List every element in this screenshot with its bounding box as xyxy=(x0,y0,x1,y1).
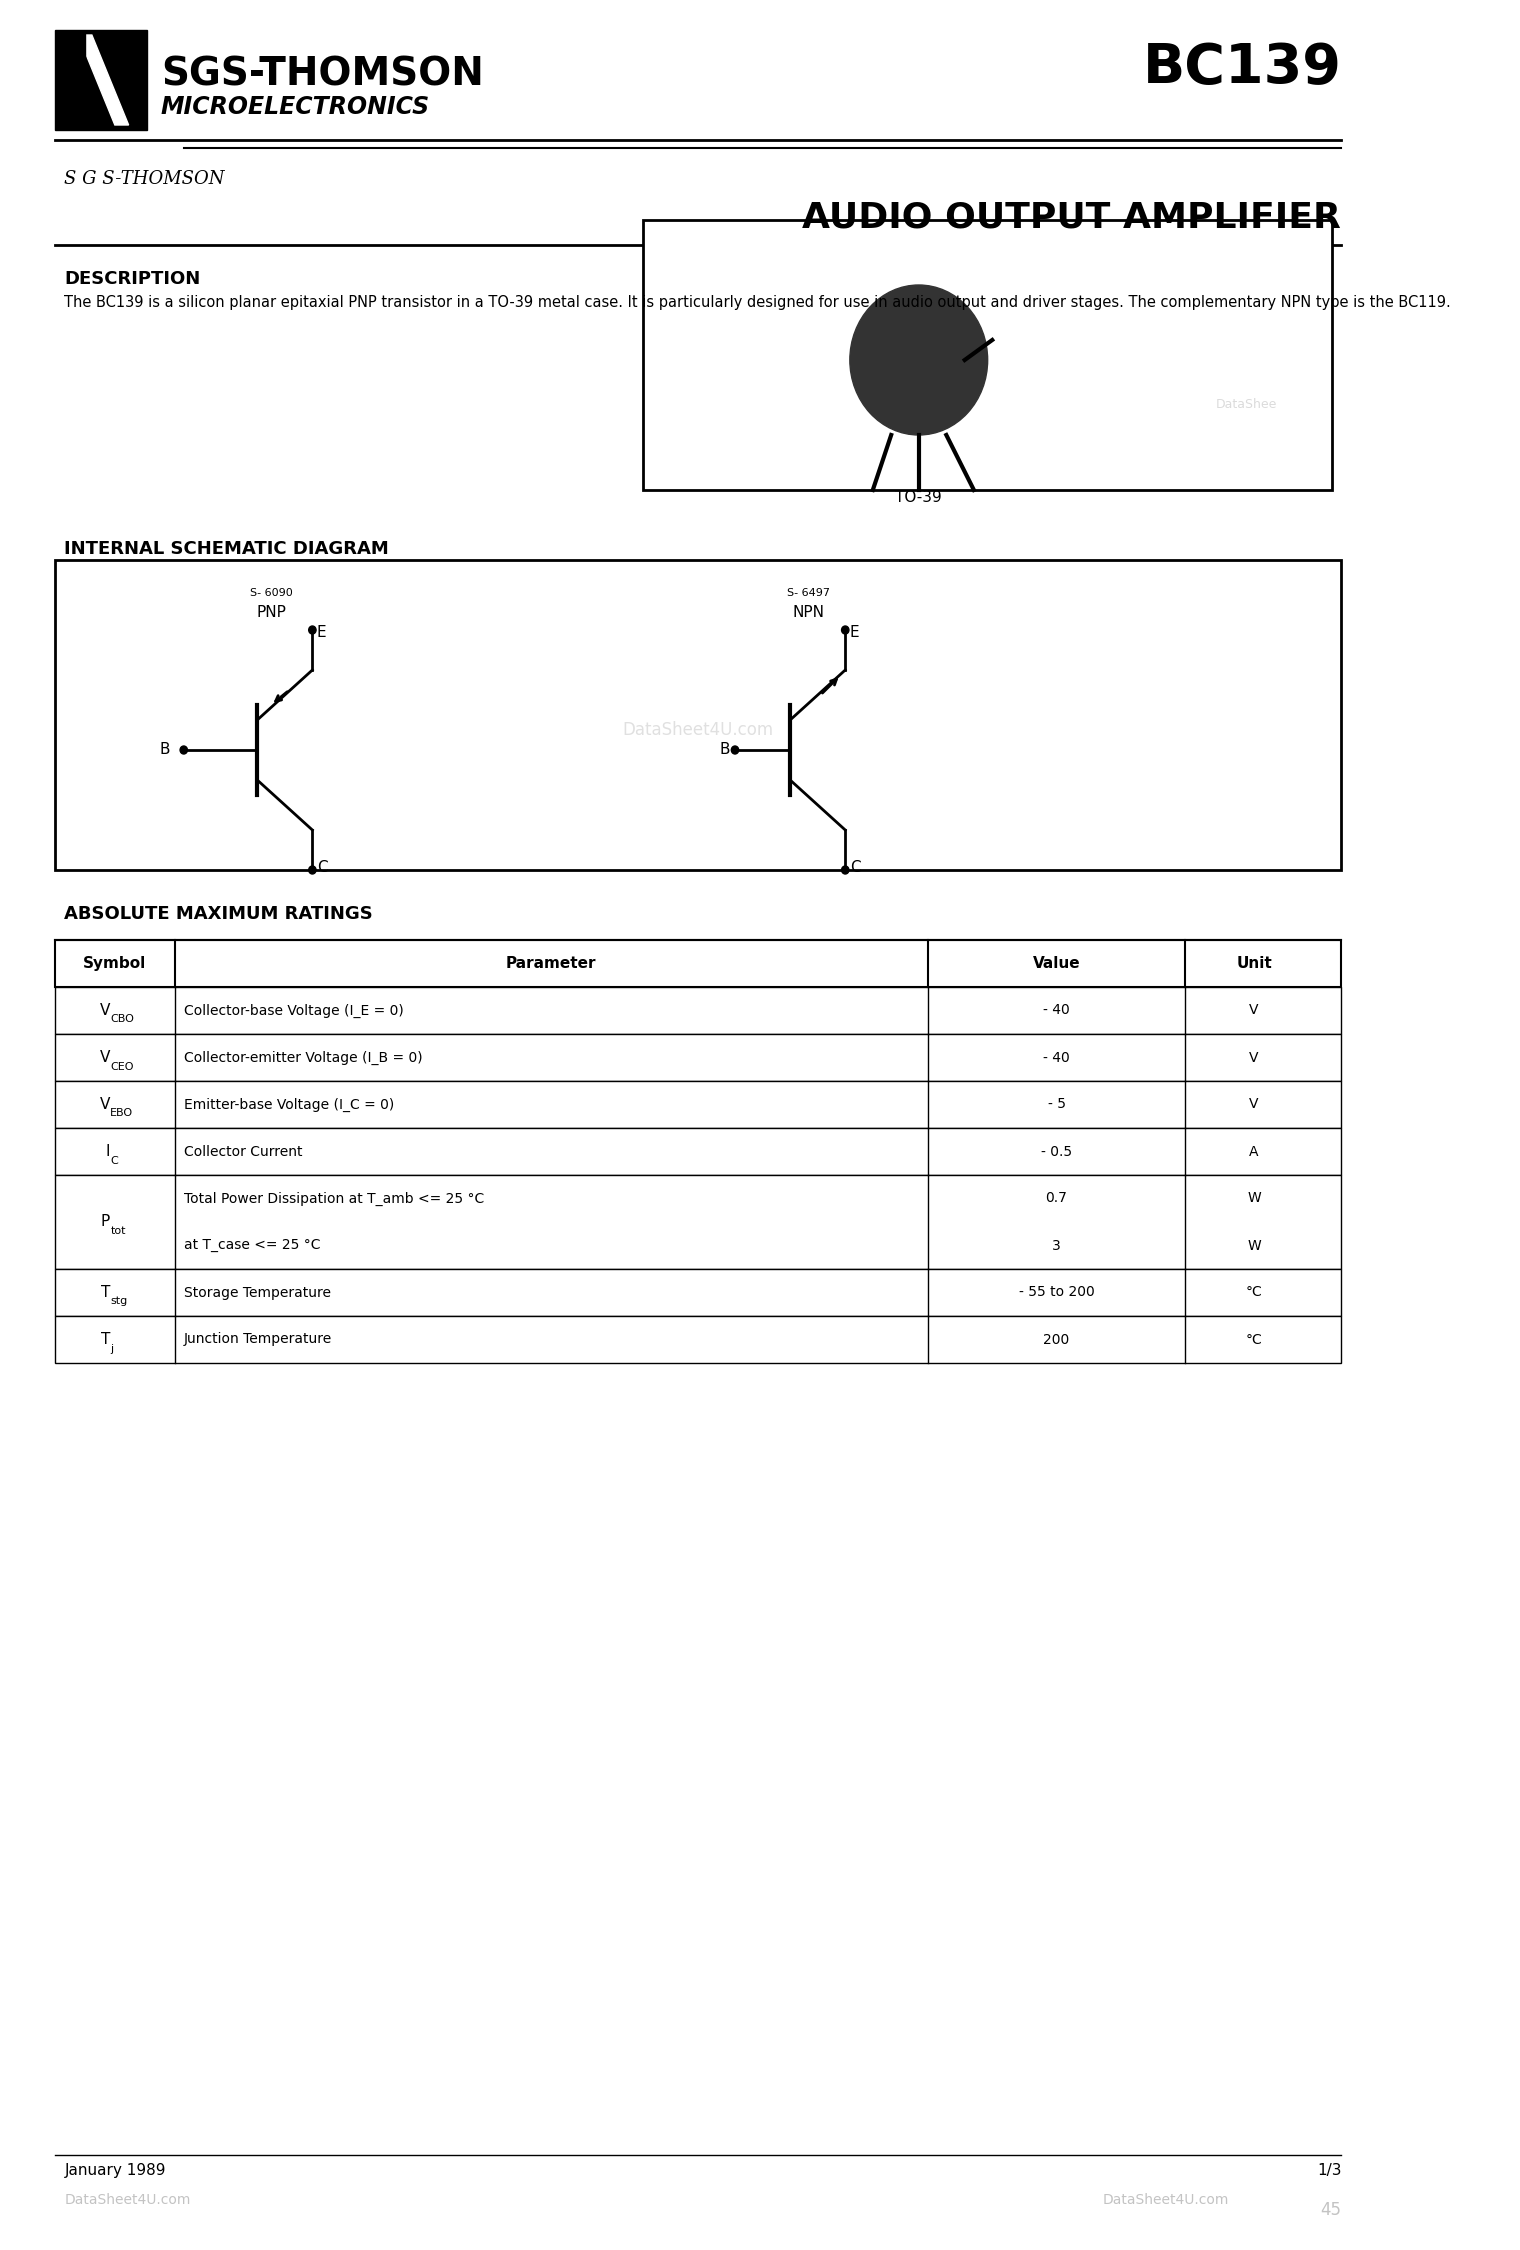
Text: at T_case <= 25 °C: at T_case <= 25 °C xyxy=(184,1238,321,1253)
Bar xyxy=(55,1269,1341,1316)
Text: TO-39: TO-39 xyxy=(895,490,942,504)
Text: 1/3: 1/3 xyxy=(1316,2162,1341,2178)
FancyBboxPatch shape xyxy=(643,220,1332,490)
Circle shape xyxy=(731,747,739,754)
Polygon shape xyxy=(55,29,147,130)
Text: P: P xyxy=(100,1215,111,1228)
Text: V: V xyxy=(100,1004,111,1017)
Text: T: T xyxy=(100,1332,111,1348)
Text: S- 6090: S- 6090 xyxy=(249,587,292,598)
Text: S G S-THOMSON: S G S-THOMSON xyxy=(64,171,225,189)
Text: Junction Temperature: Junction Temperature xyxy=(184,1332,331,1346)
Text: V: V xyxy=(1249,1051,1259,1064)
Text: Value: Value xyxy=(1032,956,1081,972)
Text: Collector-emitter Voltage (I_B = 0): Collector-emitter Voltage (I_B = 0) xyxy=(184,1051,423,1064)
Text: CEO: CEO xyxy=(111,1062,134,1071)
Text: V: V xyxy=(100,1098,111,1112)
Text: AUDIO OUTPUT AMPLIFIER: AUDIO OUTPUT AMPLIFIER xyxy=(803,200,1341,234)
Text: S- 6497: S- 6497 xyxy=(787,587,830,598)
Text: 0.7: 0.7 xyxy=(1046,1192,1067,1206)
Text: January 1989: January 1989 xyxy=(64,2162,166,2178)
Text: DataSheet4U.com: DataSheet4U.com xyxy=(64,2194,190,2207)
Text: W: W xyxy=(1248,1192,1262,1206)
Text: - 40: - 40 xyxy=(1043,1004,1070,1017)
Bar xyxy=(55,940,1341,988)
Text: V: V xyxy=(1249,1004,1259,1017)
Text: °C: °C xyxy=(1246,1332,1263,1346)
Bar xyxy=(55,1035,1341,1080)
Circle shape xyxy=(309,866,316,873)
Text: BC139: BC139 xyxy=(1143,40,1341,94)
Text: EBO: EBO xyxy=(111,1109,134,1118)
Text: - 0.5: - 0.5 xyxy=(1041,1145,1072,1159)
Circle shape xyxy=(179,747,187,754)
Text: Total Power Dissipation at T_amb <= 25 °C: Total Power Dissipation at T_amb <= 25 °… xyxy=(184,1192,483,1206)
Text: DataShee: DataShee xyxy=(1216,398,1277,412)
Bar xyxy=(55,988,1341,1035)
Text: SGS-THOMSON: SGS-THOMSON xyxy=(161,54,483,92)
Polygon shape xyxy=(78,36,129,126)
Text: NPN: NPN xyxy=(792,605,824,621)
Text: Storage Temperature: Storage Temperature xyxy=(184,1285,331,1300)
Text: V: V xyxy=(100,1051,111,1064)
Text: - 40: - 40 xyxy=(1043,1051,1070,1064)
Text: - 5: - 5 xyxy=(1047,1098,1066,1112)
Text: Collector-base Voltage (I_E = 0): Collector-base Voltage (I_E = 0) xyxy=(184,1004,403,1017)
Bar xyxy=(55,1174,1341,1269)
Text: C: C xyxy=(318,860,328,875)
Text: T: T xyxy=(100,1285,111,1300)
Text: E: E xyxy=(850,626,859,639)
Text: CBO: CBO xyxy=(111,1015,134,1024)
Text: tot: tot xyxy=(111,1226,126,1235)
Circle shape xyxy=(842,626,850,634)
Text: - 55 to 200: - 55 to 200 xyxy=(1018,1285,1094,1300)
Text: C: C xyxy=(850,860,860,875)
Text: ABSOLUTE MAXIMUM RATINGS: ABSOLUTE MAXIMUM RATINGS xyxy=(64,904,372,922)
Text: stg: stg xyxy=(111,1296,128,1307)
Circle shape xyxy=(842,866,850,873)
Text: I: I xyxy=(106,1143,111,1159)
Text: Unit: Unit xyxy=(1236,956,1272,972)
Text: °C: °C xyxy=(1246,1285,1263,1300)
Text: V: V xyxy=(1249,1098,1259,1112)
Bar xyxy=(55,1127,1341,1174)
Text: DataSheet4U.com: DataSheet4U.com xyxy=(623,720,774,738)
Text: INTERNAL SCHEMATIC DIAGRAM: INTERNAL SCHEMATIC DIAGRAM xyxy=(64,540,389,558)
Text: MICROELECTRONICS: MICROELECTRONICS xyxy=(161,94,430,119)
Bar xyxy=(55,1316,1341,1364)
Text: 200: 200 xyxy=(1043,1332,1070,1346)
Text: C: C xyxy=(111,1156,119,1166)
Text: Parameter: Parameter xyxy=(506,956,596,972)
Circle shape xyxy=(850,286,988,434)
Text: 3: 3 xyxy=(1052,1238,1061,1253)
Text: A: A xyxy=(1249,1145,1259,1159)
Text: DESCRIPTION: DESCRIPTION xyxy=(64,270,201,288)
Text: PNP: PNP xyxy=(255,605,286,621)
Text: Collector Current: Collector Current xyxy=(184,1145,302,1159)
Text: j: j xyxy=(111,1343,114,1354)
Text: 45: 45 xyxy=(1321,2200,1341,2218)
Text: Symbol: Symbol xyxy=(84,956,146,972)
Circle shape xyxy=(309,626,316,634)
Bar xyxy=(55,1080,1341,1127)
Text: The BC139 is a silicon planar epitaxial PNP transistor in a TO-39 metal case. It: The BC139 is a silicon planar epitaxial … xyxy=(64,295,1452,310)
Text: B: B xyxy=(160,742,170,758)
Text: B: B xyxy=(720,742,731,758)
FancyBboxPatch shape xyxy=(55,560,1341,871)
Polygon shape xyxy=(56,32,85,128)
Text: W: W xyxy=(1248,1238,1262,1253)
Text: E: E xyxy=(318,626,327,639)
Text: Emitter-base Voltage (I_C = 0): Emitter-base Voltage (I_C = 0) xyxy=(184,1098,394,1112)
Text: DataSheet4U.com: DataSheet4U.com xyxy=(1102,2194,1228,2207)
